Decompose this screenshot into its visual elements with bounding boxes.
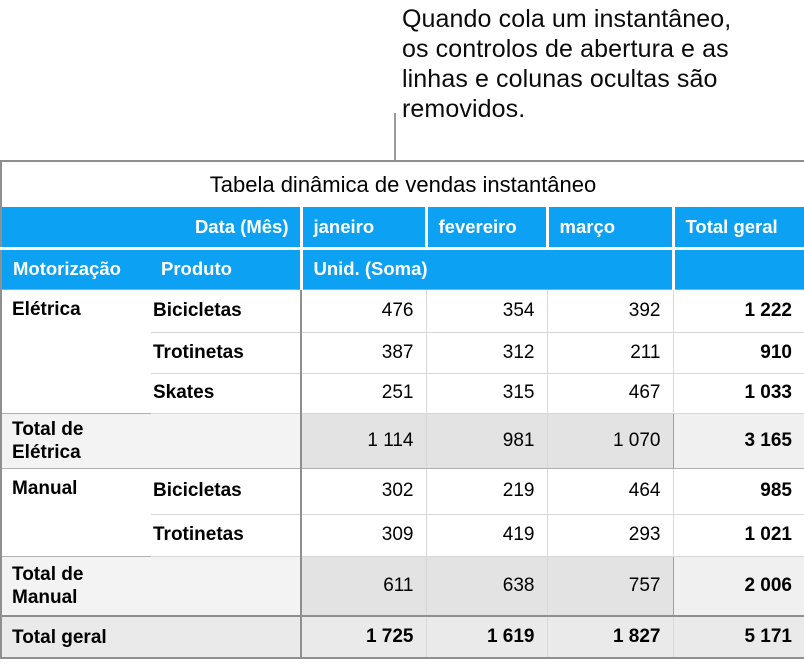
table-row-total-eletrica: Total de Elétrica 1 114 981 1 070 3 165 [1,412,804,469]
header-unid-soma[interactable]: Unid. (Soma) [299,248,673,290]
table-row-manual-trotinetas: Trotinetas 309 419 293 1 021 [1,514,804,557]
grand-total-cell[interactable]: 1 725 [300,615,426,658]
product-cell[interactable]: Bicicletas [151,468,301,515]
column-header-row: Data (Mês) janeiro fevereiro março Total… [1,207,804,250]
row-total-cell[interactable]: 1 222 [672,289,804,333]
annotation-line-1: Quando cola um instantâneo, [402,5,732,33]
grand-total-label-cell[interactable]: Total geral [1,615,301,658]
value-cell[interactable]: 312 [425,332,547,374]
value-cell[interactable]: 293 [546,514,673,557]
row-total-cell[interactable]: 910 [672,332,804,374]
product-cell[interactable]: Trotinetas [151,332,301,374]
product-cell[interactable]: Bicicletas [151,289,301,333]
value-cell[interactable]: 302 [300,468,426,515]
table-row-eletrica-trotinetas: Trotinetas 387 312 211 910 [1,332,804,374]
total-label-cell[interactable]: Total de Elétrica [1,412,301,469]
table-row-total-geral: Total geral 1 725 1 619 1 827 5 171 [1,615,804,658]
header-fevereiro[interactable]: fevereiro [424,207,547,250]
header-blank-cell[interactable] [671,248,804,290]
value-cell[interactable]: 467 [546,373,673,414]
value-cell[interactable]: 354 [425,289,547,333]
annotation-text: Quando cola um instantâneo, os controlos… [402,4,802,124]
row-total-cell[interactable]: 985 [672,468,804,515]
header-data-mes[interactable]: Data (Mês) [1,207,301,250]
group-cell-eletrica[interactable]: Elétrica [12,298,81,320]
table-row-total-manual: Total de Manual 611 638 757 2 006 [1,555,804,617]
product-cell[interactable]: Trotinetas [151,514,301,557]
value-cell[interactable]: 309 [300,514,426,557]
value-cell[interactable]: 315 [425,373,547,414]
subtotal-cell[interactable]: 1 114 [300,412,426,469]
grand-total-cell[interactable]: 1 827 [546,615,673,658]
row-total-cell[interactable]: 1 021 [672,514,804,557]
annotation-line-4: removidos. [402,95,526,123]
table-row-eletrica-skates: Skates 251 315 467 1 033 [1,373,804,414]
value-cell[interactable]: 211 [546,332,673,374]
header-janeiro[interactable]: janeiro [299,207,426,250]
value-cell[interactable]: 392 [546,289,673,333]
grand-total-cell[interactable]: 5 171 [672,615,804,658]
value-cell[interactable]: 419 [425,514,547,557]
grand-total-label-text: Total geral [12,626,107,648]
row-total-cell[interactable]: 1 033 [672,373,804,414]
subtotal-cell[interactable]: 638 [425,555,547,617]
header-marco[interactable]: março [545,207,673,250]
subtotal-cell[interactable]: 1 070 [546,412,673,469]
product-cell[interactable]: Skates [151,373,301,414]
total-label-text: Total de Manual [12,563,84,608]
annotation-line-3: linhas e colunas ocultas são [402,65,718,93]
header-produto[interactable]: Produto [151,248,301,290]
table-title[interactable]: Tabela dinâmica de vendas instantâneo [1,161,804,207]
sales-pivot-table: Tabela dinâmica de vendas instantâneo Da… [0,160,804,659]
annotation-line-2: os controlos de abertura e as [402,35,729,63]
value-cell[interactable]: 476 [300,289,426,333]
subtotal-cell[interactable]: 611 [300,555,426,617]
total-label-text: Total de Elétrica [12,418,84,463]
subtotal-cell[interactable]: 981 [425,412,547,469]
value-cell[interactable]: 219 [425,468,547,515]
value-cell[interactable]: 387 [300,332,426,374]
table-row-eletrica-bicicletas: Elétrica Bicicletas 476 354 392 1 222 [1,289,804,333]
callout-connector-line [394,113,396,160]
table-title-row: Tabela dinâmica de vendas instantâneo [1,161,804,207]
value-cell[interactable]: 251 [300,373,426,414]
table-row-manual-bicicletas: Manual Bicicletas 302 219 464 985 [1,468,804,515]
row-header-row: Motorização Produto Unid. (Soma) [1,248,804,290]
header-motorizacao[interactable]: Motorização [1,248,151,290]
header-total-geral[interactable]: Total geral [671,207,804,250]
subtotal-cell[interactable]: 757 [546,555,673,617]
grand-total-cell[interactable]: 1 619 [425,615,547,658]
subtotal-total-cell[interactable]: 2 006 [672,555,804,617]
subtotal-total-cell[interactable]: 3 165 [672,412,804,469]
group-cell-manual[interactable]: Manual [12,477,78,499]
value-cell[interactable]: 464 [546,468,673,515]
pivot-table: Tabela dinâmica de vendas instantâneo Da… [0,160,804,659]
total-label-cell[interactable]: Total de Manual [1,555,301,617]
